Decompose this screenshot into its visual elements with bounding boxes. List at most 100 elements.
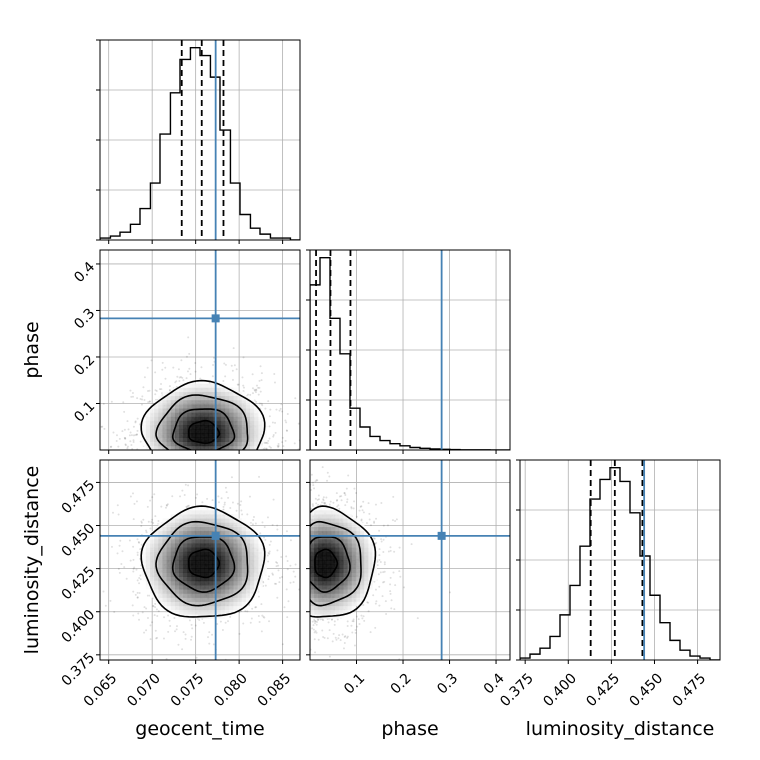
sample-point (335, 492, 338, 495)
density-cell (254, 429, 259, 434)
density-cell (191, 564, 197, 569)
sample-point (323, 501, 326, 504)
density-cell (183, 522, 188, 527)
density-cell (179, 535, 184, 540)
density-cell (175, 510, 180, 515)
density-cell (187, 564, 192, 569)
density-cell (170, 605, 176, 611)
sample-point (145, 529, 148, 532)
density-cell (179, 425, 184, 430)
density-cell (229, 518, 234, 523)
density-cell (200, 412, 205, 417)
sample-point (181, 376, 184, 379)
sample-point (260, 372, 263, 375)
density-cell (170, 555, 176, 561)
sample-point (246, 610, 249, 613)
sample-point (276, 596, 279, 599)
density-cell (175, 395, 180, 401)
density-cell (212, 510, 217, 515)
sample-point (178, 379, 181, 382)
density-cell (220, 420, 226, 426)
sample-point (194, 361, 197, 364)
sample-point (273, 381, 276, 384)
sample-point (179, 376, 182, 379)
density-cell (237, 404, 242, 409)
density-cell (258, 555, 263, 561)
density-cell (225, 420, 230, 426)
sample-point (165, 657, 168, 660)
density-cell (145, 585, 151, 590)
sample-point (373, 580, 376, 583)
sample-point (278, 576, 281, 579)
density-cell (191, 526, 197, 532)
density-cell (220, 441, 226, 447)
density-cell (200, 568, 205, 573)
density-cell (191, 408, 197, 413)
sample-point (271, 524, 274, 527)
density-cell (166, 560, 172, 565)
density-cell (150, 445, 155, 450)
sample-point (117, 513, 120, 516)
density-cell (250, 543, 255, 548)
density-cell (237, 568, 242, 573)
sample-point (134, 421, 137, 424)
sample-point (98, 421, 100, 423)
sample-point (346, 635, 349, 638)
density-cell (204, 400, 209, 405)
density-cell (212, 580, 217, 586)
sample-point (367, 502, 370, 505)
sample-point (132, 570, 135, 573)
density-cell (216, 605, 222, 611)
density-cell (229, 543, 234, 548)
sample-point (134, 593, 137, 596)
sample-point (136, 554, 139, 557)
sample-point (132, 492, 135, 495)
density-cell (187, 610, 192, 615)
density-cell (200, 543, 205, 548)
density-cell (195, 576, 201, 582)
density-cell (212, 425, 217, 430)
sample-point (389, 549, 392, 552)
sample-point (260, 402, 263, 405)
density-cell (258, 412, 263, 417)
sample-point (266, 554, 269, 557)
density-cell (154, 572, 159, 577)
density-cell (179, 514, 184, 519)
density-cell (187, 400, 192, 405)
density-cell (212, 593, 217, 598)
density-cell (225, 408, 230, 413)
density-cell (183, 601, 188, 607)
density-cell (183, 420, 188, 426)
density-cell (166, 437, 172, 442)
sample-point (247, 393, 250, 396)
sample-point (284, 419, 287, 422)
sample-point (145, 629, 148, 632)
density-cell (204, 564, 209, 569)
sample-point (389, 592, 392, 595)
density-cell (179, 522, 184, 527)
density-cell (150, 441, 155, 447)
density-cell (170, 387, 176, 392)
density-cell (141, 555, 147, 561)
density-cell (175, 514, 180, 519)
density-cell (258, 543, 263, 548)
density-cell (225, 514, 230, 519)
density-cell (250, 437, 255, 442)
density-cell (145, 433, 151, 438)
sample-point (310, 489, 313, 492)
density-cell (258, 425, 263, 430)
sample-point (389, 576, 392, 579)
density-cell (170, 601, 176, 607)
density-cell (154, 576, 159, 582)
sample-point (341, 633, 344, 636)
sample-point (154, 393, 157, 396)
sample-point (289, 539, 292, 542)
sample-point (194, 624, 197, 627)
density-cell (162, 551, 167, 557)
density-cell (220, 425, 226, 430)
sample-point (212, 364, 215, 367)
density-cell (150, 539, 155, 544)
density-cell (212, 441, 217, 447)
density-cell (166, 420, 172, 426)
density-cell (241, 551, 247, 557)
